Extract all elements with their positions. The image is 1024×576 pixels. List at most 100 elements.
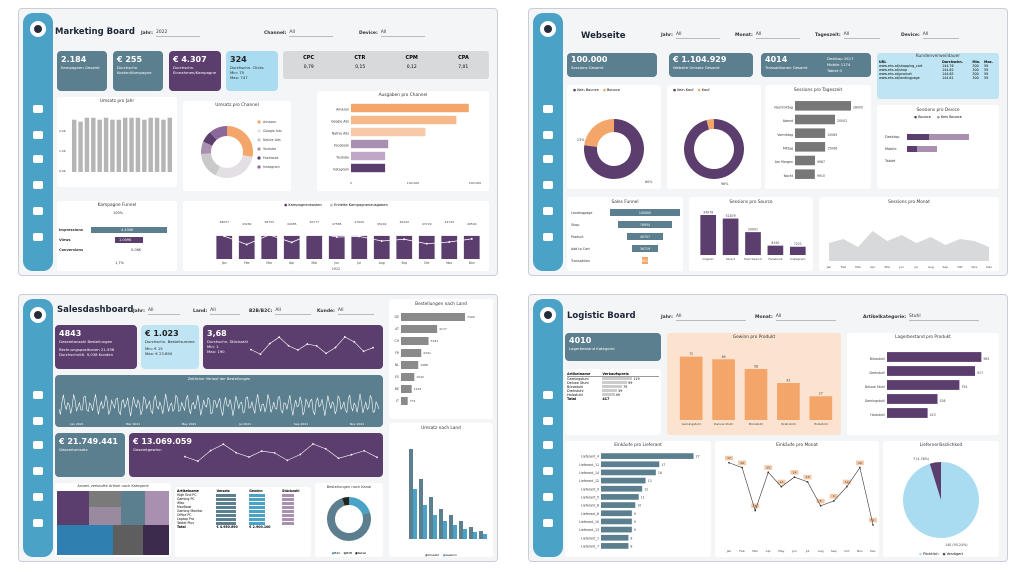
filter-device[interactable]: Device: All [359, 29, 425, 37]
filter-value[interactable]: All [675, 313, 746, 321]
tick-label: Lieferant_14 [579, 471, 599, 475]
filter-value[interactable]: All [843, 31, 880, 39]
gewinn-produkt-chart: 72 Gamingstuhl 69 Deluxe Stuhl 58 Bürostuhl 42… [679, 352, 833, 426]
calendar-icon[interactable] [543, 441, 553, 449]
device-label: Desktop [885, 135, 900, 139]
bar [71, 119, 77, 172]
filter-value[interactable]: All [147, 307, 180, 315]
user-icon[interactable] [543, 105, 553, 113]
filter-value[interactable]: Stuhl [909, 313, 980, 321]
slice [227, 126, 253, 158]
filter-value[interactable]: All [380, 29, 425, 37]
bar [473, 532, 477, 539]
gewinn-produkt-card: Gewinn pro Produkt 72 Gamingstuhl 69 Deluxe… [667, 333, 841, 435]
filter-device[interactable]: Device: All [901, 31, 959, 39]
data-label: 8 [820, 499, 822, 503]
scale-icon[interactable] [543, 493, 553, 501]
tick-label: Nov [972, 265, 978, 269]
table-cell [249, 493, 282, 497]
handshake-icon[interactable] [33, 131, 43, 139]
ads-icon[interactable] [543, 467, 553, 475]
filter-value[interactable]: All [922, 31, 959, 39]
user-icon[interactable] [33, 105, 43, 113]
google-icon[interactable] [543, 519, 553, 527]
table-cell: www.ehs.at/product [879, 72, 912, 76]
ads-icon[interactable] [33, 181, 43, 189]
filter-monat[interactable]: Monat: All [755, 313, 836, 321]
calendar-icon[interactable] [33, 441, 43, 449]
ads-icon[interactable] [33, 467, 43, 475]
filter-value[interactable]: All [210, 307, 241, 315]
user-icon[interactable] [33, 391, 43, 399]
bar [795, 101, 851, 111]
filter-channel[interactable]: Channel: All [264, 29, 334, 37]
bar [351, 139, 389, 149]
google-icon[interactable] [33, 519, 43, 527]
gewinn-sparkline [184, 443, 378, 463]
slice [342, 497, 349, 506]
filter-kunde[interactable]: Kunde: All [317, 307, 374, 315]
bar [351, 163, 386, 173]
bar [453, 525, 457, 539]
bar [479, 531, 483, 539]
filter-value[interactable]: All [775, 313, 836, 321]
data-label: 12 [845, 480, 849, 484]
device-bar [929, 134, 969, 140]
filter-land[interactable]: Land: All [193, 307, 241, 315]
calendar-icon[interactable] [33, 155, 43, 163]
kunden-card: Kundenverweildauer URL Durchschn. Min. Max.… [877, 53, 999, 99]
handshake-icon[interactable] [543, 131, 553, 139]
table-cell [282, 521, 309, 525]
metric-value: 0,15 [355, 65, 366, 70]
data-label: 27 [819, 392, 823, 396]
filter-jahr[interactable]: Jahr: All [661, 31, 720, 39]
data-label: 140 (95,24%) [945, 543, 967, 547]
filter-monat[interactable]: Monat: All [735, 31, 800, 39]
table-cell: 300 [972, 72, 979, 76]
filter-value[interactable]: All [289, 29, 334, 37]
filter-value[interactable]: All [755, 31, 800, 39]
bar [679, 356, 703, 420]
data-label: 15 [766, 466, 770, 470]
filter-value[interactable]: All [337, 307, 374, 315]
legend-dot [257, 138, 261, 142]
filter-value[interactable]: 2022 [155, 29, 200, 37]
google-icon[interactable] [33, 233, 43, 241]
tick-label: May 2021 [182, 422, 197, 426]
scale-icon[interactable] [543, 207, 553, 215]
data-label: 7 [754, 504, 756, 508]
filter-value[interactable]: All [275, 307, 312, 315]
user-icon[interactable] [543, 391, 553, 399]
tick-label: Mar [752, 549, 758, 553]
filter-tageszeit[interactable]: Tageszeit: All [815, 31, 880, 39]
ads-icon[interactable] [543, 181, 553, 189]
filter-jahr[interactable]: Jahr: 2022 [141, 29, 200, 37]
calendar-icon[interactable] [543, 155, 553, 163]
bar [601, 477, 646, 484]
table-cell: 99 [602, 381, 659, 385]
filter-jahr[interactable]: Jahr: All [133, 307, 180, 315]
filter-kategorie[interactable]: Artikelkategorie: Stuhl [863, 313, 980, 321]
filter-b2b[interactable]: B2B/B2C: All [249, 307, 312, 315]
filter-label: Device: [359, 30, 378, 36]
table-row: Tablet Plus [177, 521, 309, 525]
page-title: Marketing Board [55, 27, 135, 37]
table-header: Artikelname [567, 372, 603, 377]
legend-item: ● Pünktlich [919, 552, 939, 556]
bar [413, 489, 417, 539]
bar [601, 469, 656, 476]
data-label: 34978 [703, 211, 713, 215]
bar [401, 325, 438, 333]
tick-label: Apr [766, 549, 772, 553]
scale-icon[interactable] [33, 493, 43, 501]
scale-icon[interactable] [33, 207, 43, 215]
tick-label: Feb [841, 265, 846, 269]
google-icon[interactable] [543, 233, 553, 241]
bar [396, 235, 413, 259]
handshake-icon[interactable] [33, 417, 43, 425]
filter-jahr[interactable]: Jahr: All [661, 313, 746, 321]
bar [401, 385, 412, 393]
filter-value[interactable]: All [675, 31, 720, 39]
table-cell: Office PC [177, 513, 192, 517]
handshake-icon[interactable] [543, 417, 553, 425]
